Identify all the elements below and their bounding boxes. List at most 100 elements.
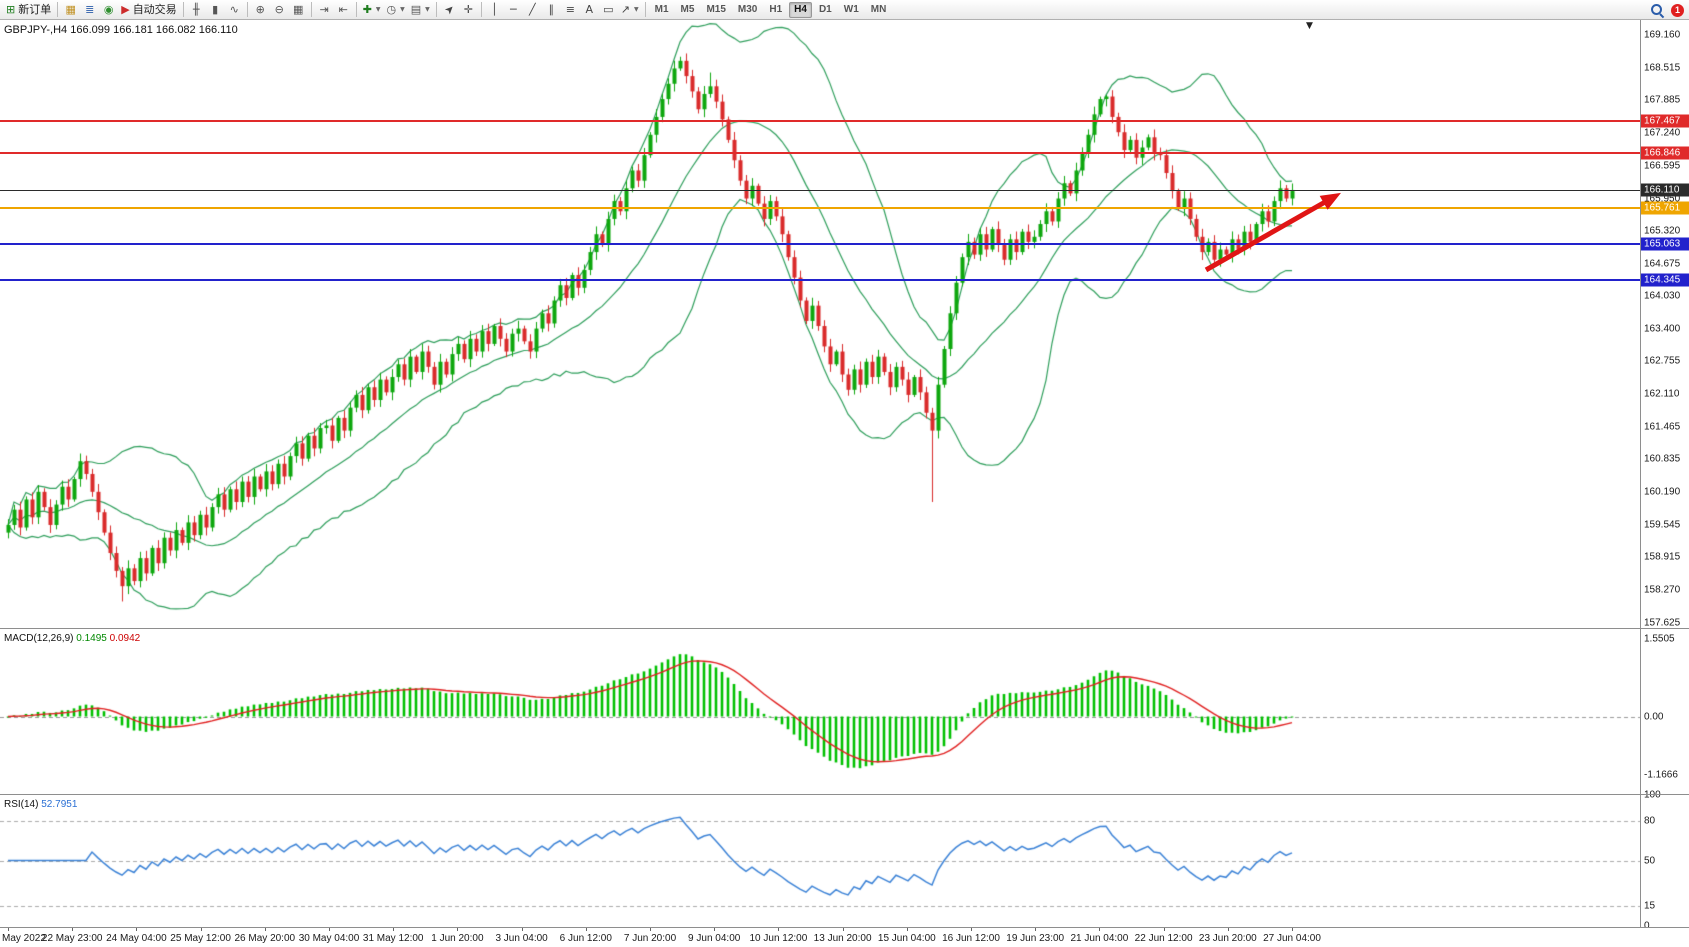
charts-window-icon: ▦ xyxy=(65,3,76,16)
chart-candlesticks-button[interactable]: ▮ xyxy=(206,1,225,18)
equidistant-channel-button[interactable]: ∥ xyxy=(542,1,561,18)
macd-panel-separator[interactable] xyxy=(0,628,1689,629)
new-order-label: 新订单 xyxy=(18,3,52,16)
symbol-name: GBPJPY-,H4 xyxy=(4,24,68,36)
price-tag: 165.761 xyxy=(1641,201,1689,215)
time-axis-tick xyxy=(457,928,459,931)
charts-window-button[interactable]: ▦ xyxy=(61,1,80,18)
zoom-out-icon: ⊖ xyxy=(274,3,284,16)
new-order-button[interactable]: ⊞ 新订单 xyxy=(3,1,54,18)
tile-windows-button[interactable]: ▦ xyxy=(289,1,308,18)
arrows-button[interactable]: ↗ ▼ xyxy=(618,1,642,18)
rsi-indicator-canvas[interactable] xyxy=(0,795,1640,926)
time-axis-tick xyxy=(1099,928,1101,931)
autotrading-button[interactable]: ▶ 自动交易 xyxy=(118,1,179,18)
time-axis-tick xyxy=(72,928,74,931)
chart-bars-button[interactable]: ╫ xyxy=(187,1,206,18)
rsi-axis-label: 15 xyxy=(1644,900,1656,912)
time-axis-tick xyxy=(842,928,844,931)
market-watch-button[interactable]: ≣ xyxy=(80,1,99,18)
macd-label: MACD(12,26,9) 0.1495 0.0942 xyxy=(4,633,140,644)
time-axis-tick xyxy=(329,928,330,931)
cursor-button[interactable]: ➤ xyxy=(440,1,459,18)
timeframe-h4-button[interactable]: H4 xyxy=(789,1,812,18)
timeframe-w1-button[interactable]: W1 xyxy=(843,4,859,15)
horizontal-level-line[interactable] xyxy=(0,242,1640,245)
indicators-button[interactable]: ✚ ▼ xyxy=(360,1,384,18)
horizontal-level-line[interactable] xyxy=(0,279,1640,282)
crosshair-button[interactable]: ✛ xyxy=(459,1,478,18)
time-axis-label: 21 Jun 04:00 xyxy=(1070,933,1129,944)
vertical-line-button[interactable]: │ xyxy=(485,1,504,18)
horizontal-level-line[interactable] xyxy=(0,151,1640,154)
rsi-axis-label: 50 xyxy=(1644,855,1656,866)
periods-button[interactable]: ◷ ▼ xyxy=(384,1,408,18)
price-axis-label: 163.400 xyxy=(1644,323,1681,335)
trendline-button[interactable]: ╱ xyxy=(523,1,542,18)
rsi-panel-separator[interactable] xyxy=(0,794,1689,795)
chart-line-button[interactable]: ∿ xyxy=(225,1,244,18)
time-axis-label: 26 May 20:00 xyxy=(234,933,296,944)
time-axis-tick xyxy=(585,928,587,931)
macd-indicator-canvas[interactable] xyxy=(0,629,1640,794)
price-axis-label: 169.160 xyxy=(1644,29,1681,41)
timeframe-m30-button[interactable]: M30 xyxy=(737,4,758,15)
chart-candlesticks-icon: ▮ xyxy=(212,3,219,16)
rsi-label: RSI(14) 52.7951 xyxy=(4,799,77,810)
price-axis-label: 162.755 xyxy=(1644,355,1681,367)
time-axis-label: 30 May 04:00 xyxy=(298,933,360,944)
chart-bars-icon: ╫ xyxy=(192,3,200,16)
time-axis-label: 31 May 12:00 xyxy=(362,933,424,944)
time-axis-tick xyxy=(714,928,716,931)
time-axis-label: 13 Jun 20:00 xyxy=(813,933,872,944)
chart-shift-button[interactable]: ⇤ xyxy=(334,1,353,18)
search-icon[interactable] xyxy=(1650,3,1664,17)
horizontal-level-line[interactable] xyxy=(0,120,1640,123)
time-axis-label: 3 Jun 04:00 xyxy=(495,933,548,944)
vertical-line-icon: │ xyxy=(490,3,498,16)
auto-scroll-icon: ⇥ xyxy=(319,3,329,16)
toolbar-right-cluster: 1 xyxy=(1650,0,1684,20)
horizontal-level-line[interactable] xyxy=(0,207,1640,210)
new-order-icon: ⊞ xyxy=(6,3,16,16)
price-axis-label: 161.465 xyxy=(1644,421,1681,433)
macd-main-value: 0.1495 xyxy=(76,633,107,644)
fibonacci-retracement-button[interactable]: ≡ xyxy=(561,1,580,18)
crosshair-icon: ✛ xyxy=(463,3,473,16)
time-axis-tick xyxy=(971,928,972,931)
timeframe-h1-button[interactable]: H1 xyxy=(769,4,783,15)
indicators-dropdown-arrow-icon[interactable]: ▼ xyxy=(375,5,381,13)
zoom-in-button[interactable]: ⊕ xyxy=(251,1,270,18)
periods-dropdown-arrow-icon[interactable]: ▼ xyxy=(400,5,405,13)
time-axis-tick xyxy=(8,928,9,931)
price-axis-label: 167.240 xyxy=(1644,127,1681,139)
time-axis-label: 15 Jun 04:00 xyxy=(877,933,936,944)
timeframe-d1-button[interactable]: D1 xyxy=(818,4,832,15)
zoom-out-button[interactable]: ⊖ xyxy=(270,1,289,18)
timeframe-m15-button[interactable]: M15 xyxy=(706,4,726,15)
text-button[interactable]: A xyxy=(580,1,599,18)
price-tag: 166.846 xyxy=(1641,146,1689,160)
timeframe-m1-button[interactable]: M1 xyxy=(654,4,669,15)
text-label-button[interactable]: ▭ xyxy=(599,1,618,18)
templates-dropdown-arrow-icon[interactable]: ▼ xyxy=(425,5,430,13)
notification-badge[interactable]: 1 xyxy=(1671,3,1684,17)
chart-shift-marker-icon[interactable]: ▼ xyxy=(1306,21,1313,31)
rsi-axis-label: 100 xyxy=(1644,789,1661,801)
time-axis[interactable]: May 2022 22 May 23:00 24 May 04:00 25 May 1… xyxy=(0,927,1689,947)
price-axis[interactable]: 169.160 168.515 167.885 167.240 166.595 165.9… xyxy=(1640,20,1689,932)
rsi-axis-label: 80 xyxy=(1644,815,1656,827)
arrows-dropdown-arrow-icon[interactable]: ▼ xyxy=(634,5,639,13)
timeframe-m5-button[interactable]: M5 xyxy=(680,4,695,15)
auto-scroll-button[interactable]: ⇥ xyxy=(315,1,334,18)
price-axis-label: 165.320 xyxy=(1644,225,1681,237)
timeframe-mn-button[interactable]: MN xyxy=(870,4,887,15)
time-axis-label: 24 May 04:00 xyxy=(106,933,167,944)
time-axis-label: 22 Jun 12:00 xyxy=(1134,933,1193,944)
horizontal-level-line[interactable] xyxy=(0,189,1640,191)
horizontal-lines-layer xyxy=(0,20,1640,628)
navigator-button[interactable]: ◉ xyxy=(99,1,118,18)
price-tag: 164.345 xyxy=(1641,273,1689,287)
horizontal-line-button[interactable]: ─ xyxy=(504,1,523,18)
templates-button[interactable]: ▤ ▼ xyxy=(408,1,433,18)
